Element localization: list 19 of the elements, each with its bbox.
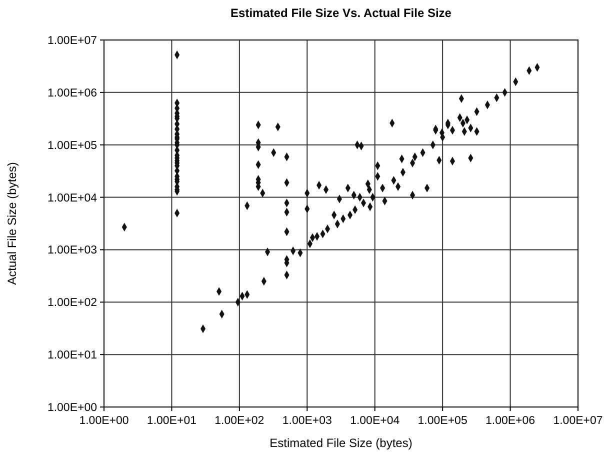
y-axis-title: Actual File Size (bytes) [5, 162, 19, 285]
y-tick-label: 1.00E+02 [47, 297, 97, 310]
x-tick-label: 1.00E+03 [282, 415, 332, 427]
x-tick-label: 1.00E+02 [214, 415, 264, 427]
chart-title: Estimated File Size Vs. Actual File Size [230, 6, 452, 20]
x-axis-title: Estimated File Size (bytes) [270, 436, 412, 450]
x-tick-label: 1.00E+01 [146, 415, 196, 427]
y-tick-label: 1.00E+05 [47, 140, 97, 152]
y-tick-label: 1.00E+06 [47, 87, 97, 100]
y-tick-label: 1.00E+04 [47, 192, 98, 204]
x-tick-label: 1.00E+05 [418, 415, 468, 427]
y-tick-label: 1.00E+03 [47, 244, 97, 257]
x-tick-label: 1.00E+00 [79, 415, 129, 427]
y-tick-label: 1.00E+01 [47, 350, 97, 362]
x-tick-label: 1.00E+07 [553, 415, 603, 427]
x-tick-label: 1.00E+04 [350, 415, 400, 427]
y-tick-label: 1.00E+07 [47, 35, 97, 47]
x-tick-label: 1.00E+06 [486, 415, 536, 427]
y-tick-label: 1.00E+00 [47, 402, 97, 414]
